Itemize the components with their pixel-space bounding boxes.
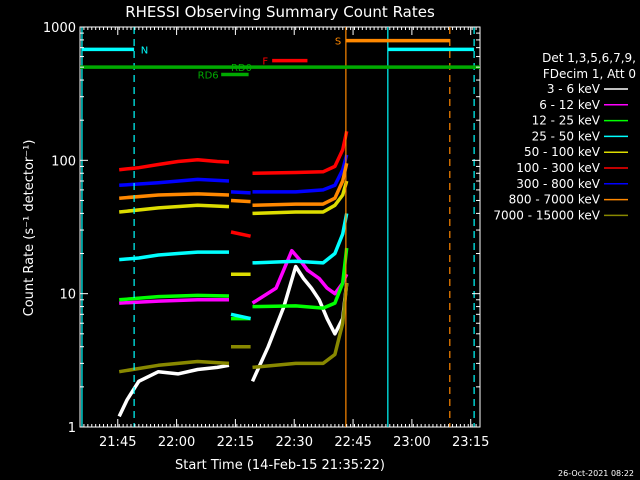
x-tick-label-5: 23:00 [393, 435, 430, 450]
x-tick-label-1: 22:00 [158, 435, 195, 450]
legend-header-2: FDecim 1, Att 0 [543, 67, 636, 81]
x-tick-label-6: 23:15 [452, 435, 489, 450]
flag-label-rd0: RD0 [231, 63, 252, 74]
series-1-segment-1 [251, 248, 349, 305]
legend-label-2: 12 - 25 keV [532, 114, 601, 128]
series-3-segment-2 [252, 213, 349, 265]
flag-label-f: F [262, 57, 268, 68]
series-2-segment-2 [252, 247, 349, 310]
series-5-segment-1 [230, 230, 251, 238]
ticks-layer: 21:45 22:00 22:15 22:30 22:45 23:00 23:15 1 10 10… [43, 21, 490, 450]
y-tick-label-2: 100 [51, 154, 76, 169]
x-tick-label-3: 22:30 [276, 435, 313, 450]
legend-label-7: 800 - 7000 keV [509, 193, 601, 207]
series-6-segment-1 [230, 190, 251, 195]
x-tick-label-2: 22:15 [217, 435, 254, 450]
y-tick-label-1: 10 [59, 288, 76, 303]
series-6-segment-0 [119, 177, 230, 188]
legend-header-1: Det 1,3,5,6,7,9, [542, 51, 636, 65]
series-0-segment-0 [117, 363, 230, 418]
legend-label-3: 25 - 50 keV [532, 129, 601, 143]
y-tick-label-3: 1000 [43, 21, 76, 36]
series-8-segment-0 [118, 359, 230, 374]
legend-label-1: 6 - 12 keV [539, 98, 601, 112]
legend-label-0: 3 - 6 keV [547, 82, 601, 96]
series-layer [117, 130, 349, 418]
series-0-segment-1 [250, 264, 349, 383]
footer-date: 26-Oct-2021 08:22 [558, 469, 634, 478]
y-tick-label-0: 1 [68, 421, 76, 436]
series-4-segment-2 [252, 180, 349, 216]
legend-label-4: 50 - 100 keV [524, 145, 601, 159]
flag-label-s: S [335, 37, 341, 48]
flag-label-n: N [141, 45, 148, 56]
series-6-segment-2 [252, 154, 349, 194]
series-1-segment-0 [119, 298, 229, 305]
series-3-segment-0 [119, 250, 229, 262]
series-7-segment-2 [252, 162, 349, 208]
legend-label-5: 100 - 300 keV [516, 161, 600, 175]
flags-layer: N S F RD0 RD6 [80, 37, 480, 82]
series-5-segment-2 [252, 130, 349, 176]
flag-label-rd6: RD6 [198, 71, 219, 82]
series-7-segment-1 [230, 198, 251, 204]
x-tick-label-0: 21:45 [99, 435, 136, 450]
chart-title: RHESSI Observing Summary Count Rates [125, 3, 435, 21]
series-5-segment-0 [119, 158, 230, 172]
series-2-segment-0 [119, 293, 230, 302]
series-3-segment-1 [230, 312, 251, 321]
legend: Det 1,3,5,6,7,9, FDecim 1, Att 0 3 - 6 k… [493, 51, 636, 222]
y-axis-label: Count Rate (s⁻¹ detector⁻¹) [22, 140, 37, 317]
x-axis-label: Start Time (14-Feb-15 21:35:22) [175, 458, 385, 473]
series-4-segment-0 [119, 203, 230, 214]
x-tick-label-4: 22:45 [334, 435, 371, 450]
vlines-layer [81, 27, 475, 427]
legend-label-6: 300 - 800 keV [516, 177, 600, 191]
series-7-segment-0 [119, 192, 230, 200]
legend-label-8: 7000 - 15000 keV [493, 208, 600, 222]
series-8-segment-2 [252, 282, 349, 370]
